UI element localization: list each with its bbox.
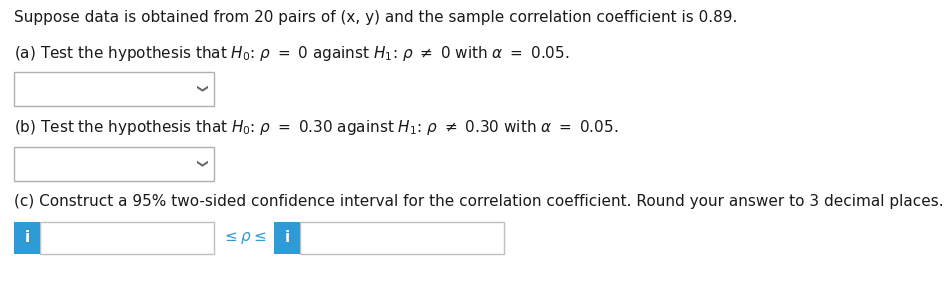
FancyBboxPatch shape bbox=[14, 222, 40, 254]
FancyBboxPatch shape bbox=[274, 222, 300, 254]
Text: (a) Test the hypothesis that $H_0$: $\rho$ $=$ 0 against $H_1$: $\rho$ $\neq$ 0 : (a) Test the hypothesis that $H_0$: $\rh… bbox=[14, 44, 569, 63]
Text: (b) Test the hypothesis that $H_0$: $\rho$ $=$ 0.30 against $H_1$: $\rho$ $\neq$: (b) Test the hypothesis that $H_0$: $\rh… bbox=[14, 118, 619, 137]
Text: $\leq\rho\leq$: $\leq\rho\leq$ bbox=[222, 230, 267, 246]
FancyBboxPatch shape bbox=[40, 222, 214, 254]
FancyBboxPatch shape bbox=[300, 222, 504, 254]
FancyBboxPatch shape bbox=[14, 72, 214, 106]
Text: i: i bbox=[25, 231, 29, 246]
Text: ❯: ❯ bbox=[195, 84, 206, 94]
FancyBboxPatch shape bbox=[14, 147, 214, 181]
Text: (c) Construct a 95% two-sided confidence interval for the correlation coefficien: (c) Construct a 95% two-sided confidence… bbox=[14, 194, 943, 209]
Text: Suppose data is obtained from 20 pairs of (x, y) and the sample correlation coef: Suppose data is obtained from 20 pairs o… bbox=[14, 10, 737, 25]
Text: ❯: ❯ bbox=[195, 159, 206, 169]
Text: i: i bbox=[285, 231, 289, 246]
